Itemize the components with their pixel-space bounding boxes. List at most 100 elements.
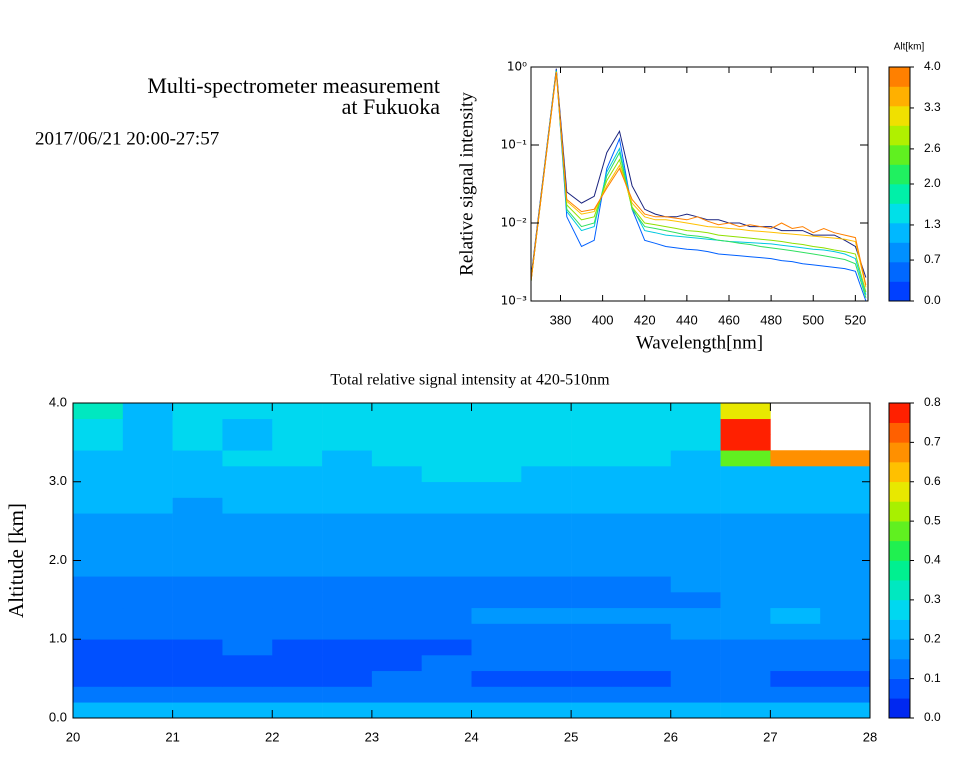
heatmap-cell: [521, 702, 572, 719]
colorbar-swatch: [889, 262, 910, 282]
heatmap-cell: [571, 576, 622, 593]
spectrum-line: [531, 71, 867, 298]
heatmap-cell: [172, 403, 223, 420]
y-tick-label: 0.0: [49, 709, 67, 724]
heatmap-cell: [73, 434, 124, 451]
colorbar-swatch: [889, 442, 910, 463]
heatmap-cell: [272, 702, 323, 719]
heatmap-cell: [122, 544, 173, 561]
heatmap-cell: [421, 686, 472, 703]
title-line: Multi-spectrometer measurement: [147, 73, 440, 98]
heatmap-cell: [73, 450, 124, 467]
heatmap-cell: [521, 544, 572, 561]
heatmap-cell: [371, 403, 422, 420]
heatmap-cell: [471, 513, 522, 530]
spectrum-line: [531, 72, 867, 288]
colorbar-tick-label: 2.0: [924, 176, 941, 190]
heatmap-cell: [73, 607, 124, 624]
heatmap-cell: [521, 560, 572, 577]
heatmap-cell: [820, 497, 871, 514]
colorbar-tick-label: 4.0: [924, 59, 941, 73]
colorbar-tick-label: 1.3: [924, 217, 941, 231]
heatmap-cell: [73, 670, 124, 687]
heatmap-cell: [272, 655, 323, 672]
heatmap-cell: [670, 639, 721, 656]
heatmap-cell: [620, 560, 672, 577]
colorbar-tick-label: 2.6: [924, 141, 941, 155]
heatmap-cell: [571, 466, 622, 483]
heatmap-cell: [820, 466, 871, 483]
colorbar-tick-label: 0.6: [924, 474, 941, 488]
heatmap-cell: [720, 497, 771, 514]
heatmap-cell: [620, 403, 672, 420]
heatmap-cell: [122, 450, 173, 467]
heatmap-cell: [670, 466, 721, 483]
heatmap-cell: [371, 450, 422, 467]
heatmap-cell: [122, 576, 173, 593]
heatmap-cell: [521, 450, 572, 467]
heatmap-cell: [371, 686, 422, 703]
colorbar-swatch: [889, 184, 910, 204]
heatmap-cell: [122, 403, 173, 420]
x-tick-label: 400: [592, 312, 614, 327]
heatmap-cell: [471, 481, 522, 498]
heatmap-cell: [322, 403, 373, 420]
heatmap-cell: [471, 576, 522, 593]
colorbar-swatch: [889, 106, 910, 126]
x-axis-label: Wavelength[nm]: [636, 332, 763, 353]
heatmap-cell: [770, 607, 821, 624]
heatmap-cell: [670, 560, 721, 577]
heatmap-cell: [770, 450, 821, 467]
heatmap-cell: [471, 670, 522, 687]
heatmap-cell: [521, 576, 572, 593]
heatmap-cell: [820, 529, 871, 546]
heatmap-cell: [73, 576, 124, 593]
heatmap-cell: [371, 513, 422, 530]
heatmap-cell: [670, 702, 721, 719]
heatmap-cell: [471, 655, 522, 672]
heatmap-cell: [820, 702, 871, 719]
heatmap-cell: [122, 670, 173, 687]
colorbar-swatch: [889, 639, 910, 660]
heatmap-cell: [670, 450, 721, 467]
title-line: at Fukuoka: [342, 94, 441, 119]
spectrum-line: [531, 68, 867, 278]
heatmap-cell: [122, 623, 173, 640]
heatmap-cell: [421, 497, 472, 514]
heatmap-cell: [471, 529, 522, 546]
heatmap-cell: [272, 403, 323, 420]
colorbar-swatch: [889, 203, 910, 224]
heatmap-cell: [73, 497, 124, 514]
heatmap-cell: [272, 670, 323, 687]
colorbar-swatch: [889, 599, 910, 620]
heatmap-cell: [371, 529, 422, 546]
heatmap-cell: [571, 450, 622, 467]
heatmap-cell: [770, 544, 821, 561]
colorbar-swatch: [889, 281, 910, 302]
heatmap-cell: [720, 686, 771, 703]
heatmap-cell: [322, 576, 373, 593]
heatmap-cell: [770, 560, 821, 577]
heatmap-cell: [272, 560, 323, 577]
heatmap-cell: [222, 450, 273, 467]
heatmap-cell: [820, 513, 871, 530]
heatmap-cell: [670, 623, 721, 640]
heatmap-cell: [670, 418, 721, 435]
heatmap-cell: [222, 434, 273, 451]
heatmap-cell: [421, 450, 472, 467]
heatmap-cell: [73, 529, 124, 546]
y-tick-label: 10⁻²: [501, 216, 528, 230]
heatmap-cell: [770, 481, 821, 498]
heatmap-cell: [720, 529, 771, 546]
heatmap-cell: [73, 513, 124, 530]
heatmap-cell: [521, 670, 572, 687]
heatmap-cell: [322, 544, 373, 561]
x-tick-label: 28: [863, 729, 877, 744]
heatmap-cell: [222, 513, 273, 530]
colorbar-swatch: [889, 580, 910, 601]
heatmap-cell: [421, 418, 472, 435]
plot-lines: [531, 68, 867, 301]
heatmap-cell: [471, 702, 522, 719]
heatmap-cell: [571, 639, 622, 656]
heatmap-cell: [620, 466, 672, 483]
